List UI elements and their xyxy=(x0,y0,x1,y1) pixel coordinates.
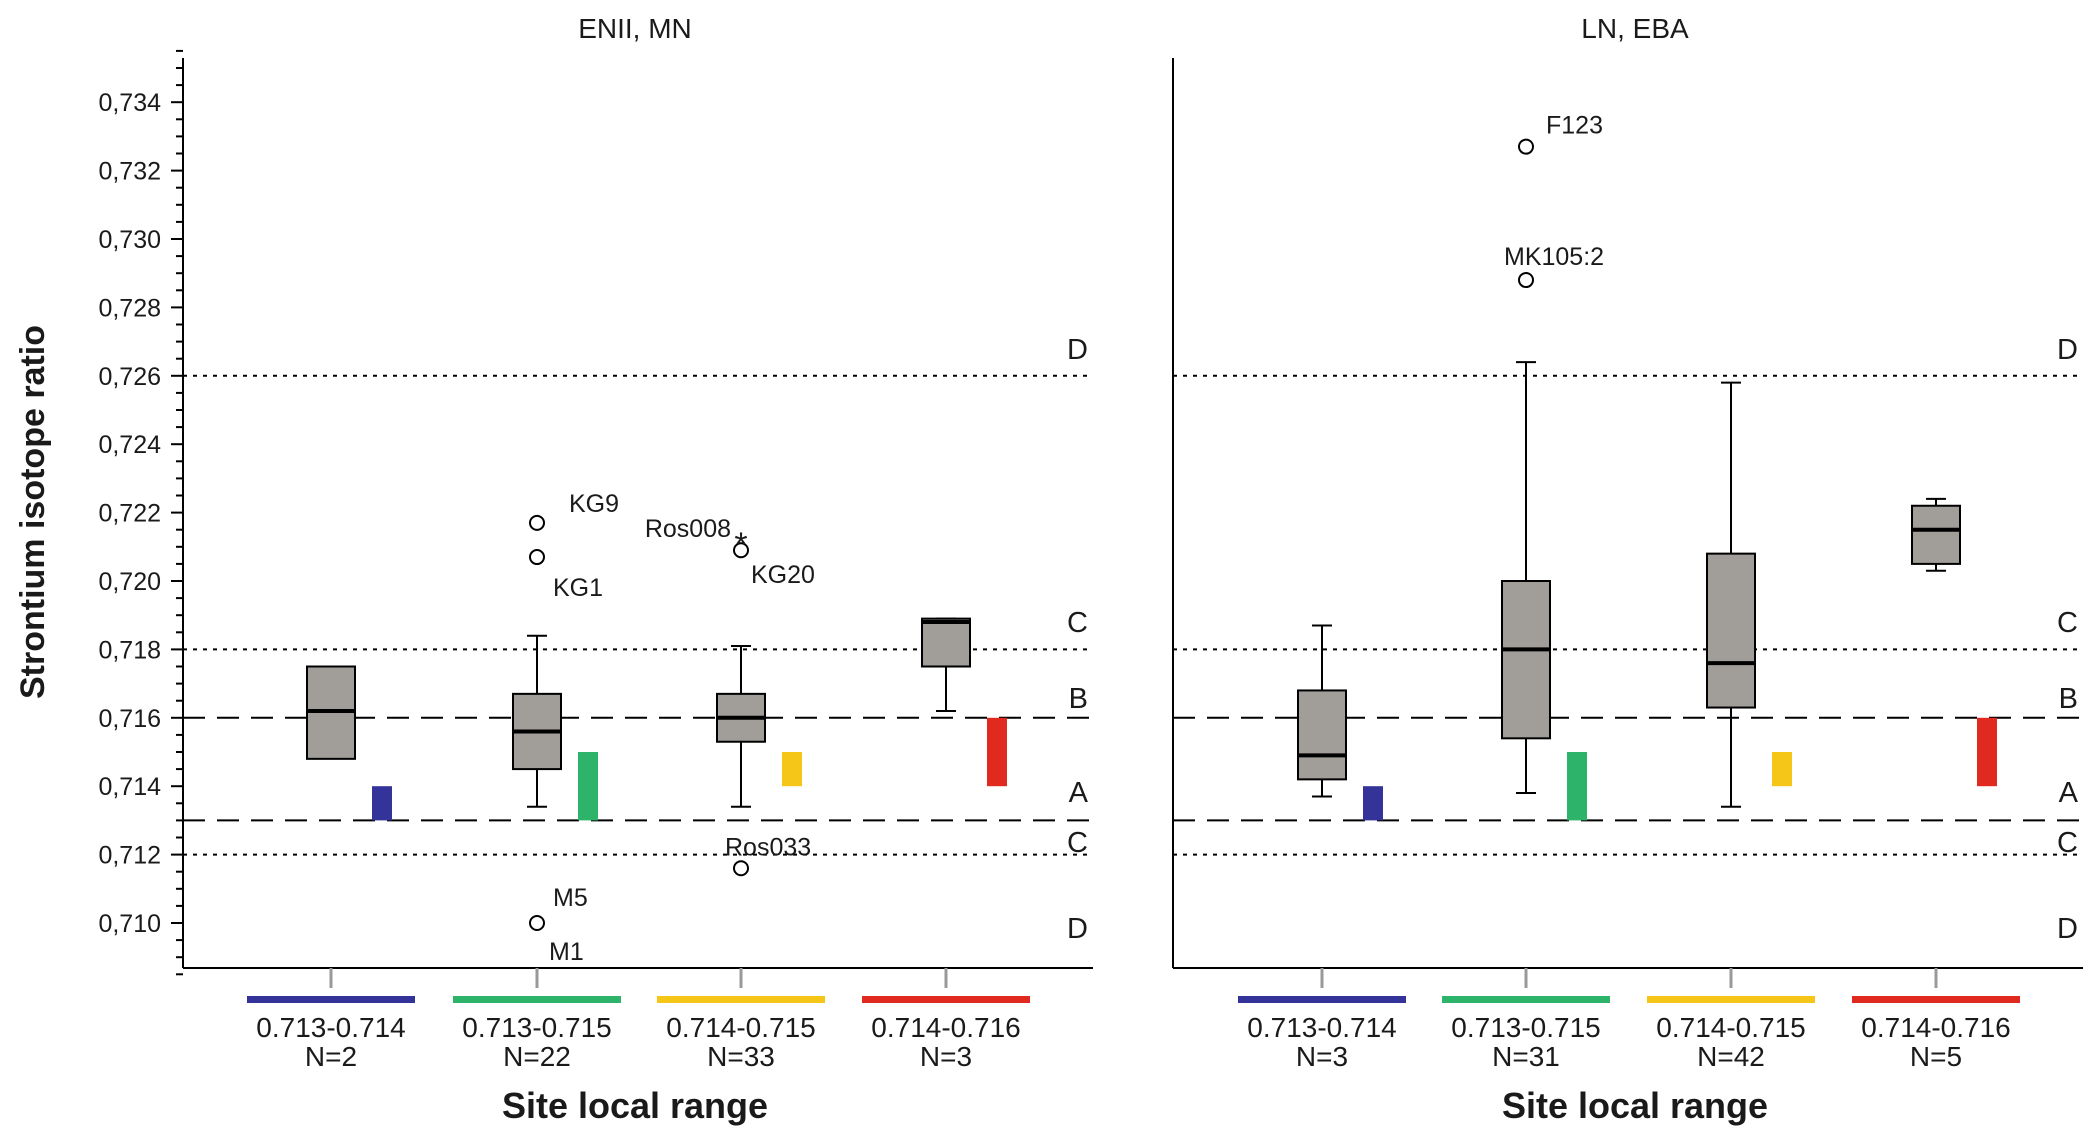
range-legend-line-group-0-2 xyxy=(657,996,825,1003)
outlier-marker xyxy=(733,542,749,559)
zone-label-D-bottom: D xyxy=(2057,913,2078,945)
y-tick-label: 0,732 xyxy=(98,158,161,186)
extreme-marker: * xyxy=(734,526,747,564)
range-label: 0.714-0.715 xyxy=(1656,1012,1805,1043)
box-group-1-2 xyxy=(1706,552,1756,709)
y-tick-label: 0,710 xyxy=(98,910,161,938)
range-label: 0.714-0.716 xyxy=(1861,1012,2010,1043)
n-label: N=31 xyxy=(1492,1041,1560,1072)
boxes-layer xyxy=(247,138,2020,1003)
local-range-bar-group-1-3 xyxy=(1977,717,1997,787)
n-label: N=42 xyxy=(1697,1041,1765,1072)
zone-label-A: A xyxy=(1069,777,1089,809)
range-label: 0.713-0.715 xyxy=(1451,1012,1600,1043)
zone-label-C: C xyxy=(2057,607,2078,639)
reference-lines-layer xyxy=(183,374,2083,856)
box-group-1-3 xyxy=(1911,504,1961,565)
y-tick-label: 0,726 xyxy=(98,363,161,391)
outlier-label: Ros033 xyxy=(725,833,811,861)
n-label: N=5 xyxy=(1910,1041,1962,1072)
outlier-marker xyxy=(733,860,749,877)
outlier-marker xyxy=(529,915,545,931)
local-range-bar-group-1-0 xyxy=(1363,786,1383,821)
y-tick-label: 0,734 xyxy=(98,89,161,117)
range-label: 0.713-0.714 xyxy=(1247,1012,1396,1043)
outlier-marker xyxy=(529,514,545,531)
y-tick-label: 0,722 xyxy=(98,500,161,528)
local-range-bar-group-0-2 xyxy=(782,752,802,787)
range-legend-line-group-1-3 xyxy=(1852,996,2020,1003)
x-axis-label-left: Site local range xyxy=(502,1085,768,1126)
outlier-label: KG1 xyxy=(553,574,603,602)
panel-title-left: ENII, MN xyxy=(578,13,692,44)
range-legend-line-group-0-0 xyxy=(247,996,415,1003)
outlier-marker xyxy=(1518,272,1534,289)
outlier-label: M5 xyxy=(553,884,588,912)
y-tick-label: 0,718 xyxy=(98,636,161,664)
y-axis-label: Strontium isotope ratio xyxy=(14,325,52,699)
outlier-label: KG20 xyxy=(751,561,815,589)
zone-label-D: D xyxy=(2057,334,2078,366)
axes-layer xyxy=(171,49,2083,988)
n-label: N=33 xyxy=(707,1041,775,1072)
box-group-1-0 xyxy=(1297,689,1347,781)
y-tick-label: 0,716 xyxy=(98,705,161,733)
range-legend-line-group-1-0 xyxy=(1238,996,1406,1003)
range-label: 0.713-0.714 xyxy=(256,1012,405,1043)
n-label: N=22 xyxy=(503,1041,571,1072)
zone-label-C: C xyxy=(1067,607,1088,639)
y-tick-label: 0,724 xyxy=(98,431,161,459)
outlier-label: M1 xyxy=(549,938,584,966)
zone-label-B: B xyxy=(2059,683,2078,715)
range-legend-line-group-0-3 xyxy=(862,996,1030,1003)
y-tick-label: 0,728 xyxy=(98,294,161,322)
zone-label-D: D xyxy=(1067,334,1088,366)
range-label: 0.713-0.715 xyxy=(462,1012,611,1043)
y-tick-label: 0,712 xyxy=(98,842,161,870)
zone-label-D-bottom: D xyxy=(1067,913,1088,945)
local-range-bar-group-0-0 xyxy=(372,786,392,821)
outlier-label: F123 xyxy=(1546,112,1603,140)
y-tick-label: 0,720 xyxy=(98,568,161,596)
panel-title-right: LN, EBA xyxy=(1581,13,1689,44)
zone-label-C: C xyxy=(1067,827,1088,859)
zone-label-A: A xyxy=(2059,777,2079,809)
range-legend-line-group-1-1 xyxy=(1442,996,1610,1003)
range-label: 0.714-0.716 xyxy=(871,1012,1020,1043)
x-axis-label-right: Site local range xyxy=(1502,1085,1768,1126)
box-group-1-1 xyxy=(1501,580,1551,740)
zone-label-C: C xyxy=(2057,827,2078,859)
outlier-label: Ros008 xyxy=(645,515,731,543)
outlier-label: KG9 xyxy=(569,490,619,518)
outlier-label: MK105:2 xyxy=(1504,243,1604,271)
outlier-marker xyxy=(1518,138,1534,155)
local-range-bar-group-1-2 xyxy=(1772,752,1792,787)
zone-label-B: B xyxy=(1069,683,1088,715)
range-label: 0.714-0.715 xyxy=(666,1012,815,1043)
local-range-bar-group-1-1 xyxy=(1567,752,1587,821)
y-tick-label: 0,730 xyxy=(98,226,161,254)
n-label: N=3 xyxy=(1296,1041,1348,1072)
n-label: N=3 xyxy=(920,1041,972,1072)
y-tick-label: 0,714 xyxy=(98,773,161,801)
labels-layer: 0,710 0,712 0,714 0,716 0,718 0,720 0,722 0,724… xyxy=(98,89,2078,1072)
local-range-bar-group-0-1 xyxy=(578,752,598,821)
local-range-bar-group-0-3 xyxy=(987,717,1007,787)
box-group-0-3 xyxy=(921,617,971,668)
outlier-marker xyxy=(529,549,545,566)
range-legend-line-group-0-1 xyxy=(453,996,621,1003)
range-legend-line-group-1-2 xyxy=(1647,996,1815,1003)
n-label: N=2 xyxy=(305,1041,357,1072)
